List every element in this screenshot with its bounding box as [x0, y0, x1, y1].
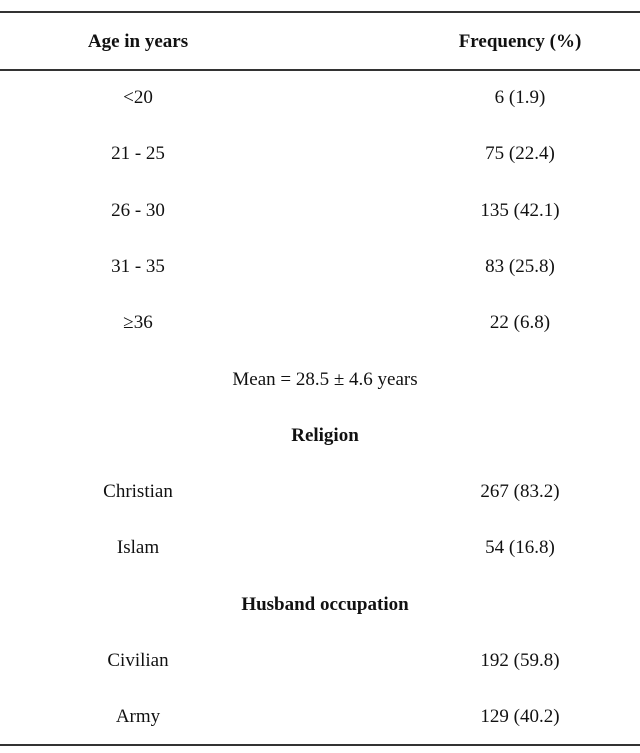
- bottom-rule: [0, 744, 640, 746]
- header-cell: Frequency (%): [458, 31, 582, 52]
- cell: Islam: [116, 537, 160, 558]
- cell: Christian: [103, 481, 173, 502]
- cell: 192 (59.8): [480, 650, 560, 671]
- cell: 75 (22.4): [485, 143, 555, 164]
- cell: 31 - 35: [111, 256, 165, 277]
- header-rule: [0, 69, 640, 71]
- cell: 54 (16.8): [485, 537, 555, 558]
- cell: 26 - 30: [111, 200, 165, 221]
- section-heading: Religion: [291, 425, 359, 446]
- top-rule: [0, 11, 640, 13]
- cell: Army: [115, 706, 161, 727]
- cell: 6 (1.9): [494, 87, 546, 108]
- cell: 83 (25.8): [485, 256, 555, 277]
- summary-row: Mean = 28.5 ± 4.6 years: [232, 369, 418, 390]
- cell: <20: [123, 87, 153, 108]
- cell: 21 - 25: [111, 143, 165, 164]
- section-heading: Husband occupation: [241, 594, 409, 615]
- header-cell: Age in years: [87, 31, 189, 52]
- cell: 267 (83.2): [480, 481, 560, 502]
- cell: ≥36: [123, 312, 153, 333]
- cell: 135 (42.1): [480, 200, 560, 221]
- cell: 129 (40.2): [480, 706, 560, 727]
- cell: 22 (6.8): [489, 312, 551, 333]
- cell: Civilian: [107, 650, 169, 671]
